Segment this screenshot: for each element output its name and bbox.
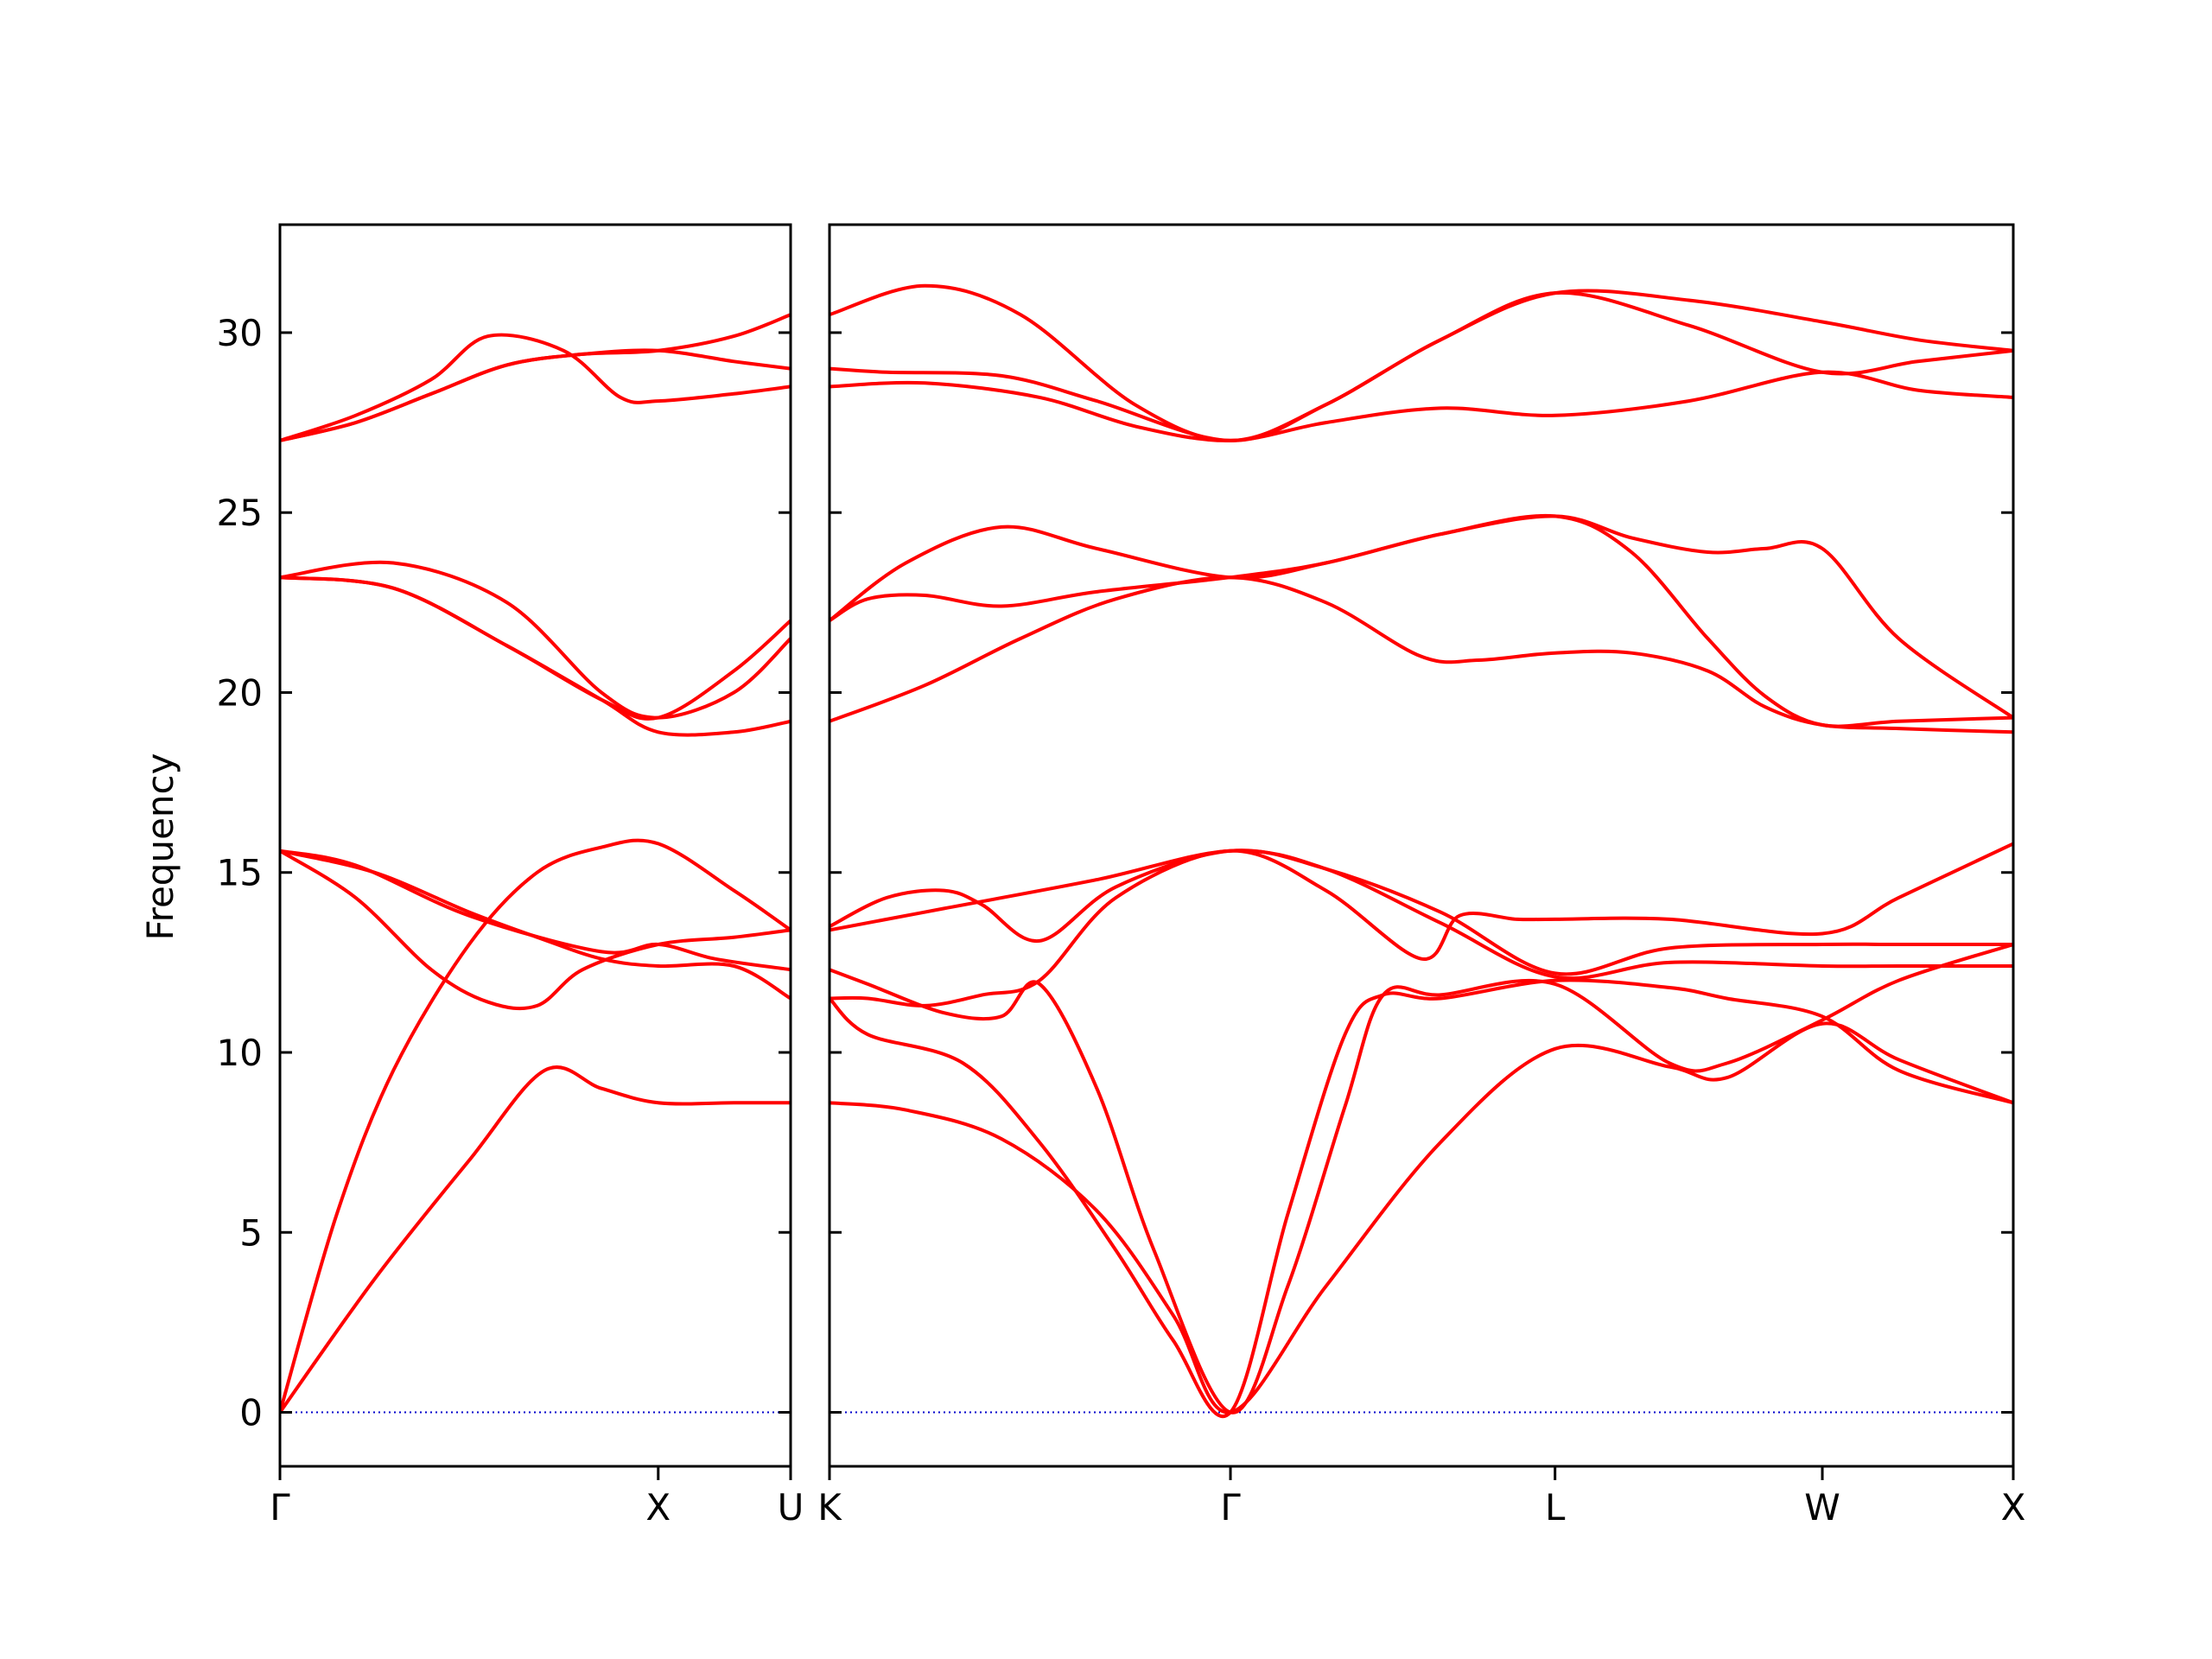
y-tick-label: 10 <box>217 1032 263 1074</box>
axes-frame-right <box>828 223 2015 1468</box>
y-tick-label: 15 <box>217 852 263 894</box>
axes-frame-left <box>278 223 792 1468</box>
band-line-left-0 <box>280 1065 791 1414</box>
y-axis-label: Frequency <box>139 753 181 941</box>
x-tick-label: X <box>2001 1486 2026 1529</box>
y-tick-label: 0 <box>239 1392 263 1434</box>
y-tick-label: 20 <box>217 671 263 714</box>
x-tick-label: U <box>778 1486 804 1529</box>
y-tick-label: 5 <box>239 1211 263 1254</box>
y-tick-label: 30 <box>217 312 263 354</box>
band-line-left-10 <box>280 313 791 442</box>
band-line-right-7 <box>830 513 2013 728</box>
x-tick-label: X <box>645 1486 671 1529</box>
band-line-left-4 <box>280 849 791 972</box>
y-tick-label: 25 <box>217 492 263 534</box>
band-line-right-1 <box>830 978 2013 1419</box>
band-line-left-6 <box>280 560 791 720</box>
band-line-right-3 <box>830 842 2013 1007</box>
band-line-left-2 <box>280 849 791 1011</box>
band-line-right-10 <box>830 290 2013 442</box>
band-line-left-7 <box>280 575 791 721</box>
x-tick-label: L <box>1545 1486 1566 1529</box>
band-line-right-11 <box>830 283 2013 442</box>
band-line-right-8 <box>830 514 2013 720</box>
band-line-right-6 <box>830 575 2013 734</box>
band-line-right-9 <box>830 370 2013 442</box>
band-line-left-8 <box>280 333 791 442</box>
x-tick-label: K <box>817 1486 842 1529</box>
x-tick-label: Γ <box>270 1486 290 1529</box>
band-line-right-2 <box>830 943 2013 1414</box>
band-line-right-0 <box>830 1021 2013 1414</box>
band-line-left-1 <box>280 838 791 1414</box>
x-tick-label: W <box>1804 1486 1840 1529</box>
y-tick-labels: 0 5 10 15 20 25 30 <box>217 312 263 1434</box>
band-line-right-5 <box>830 849 2013 981</box>
x-tick-label: Γ <box>1220 1486 1241 1529</box>
band-line-left-5 <box>280 575 791 737</box>
